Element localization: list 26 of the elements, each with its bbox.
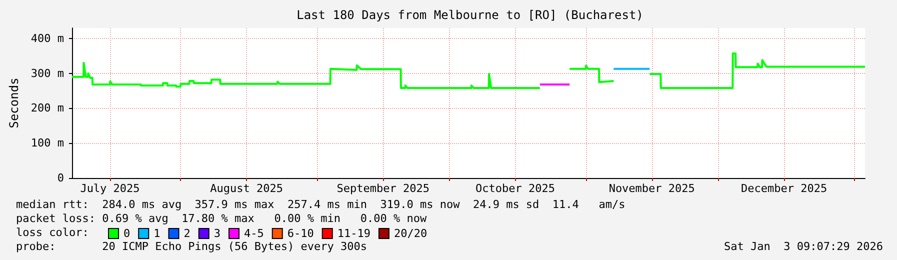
legend-label: 1 (154, 227, 160, 240)
x-tick-label: November 2025 (608, 182, 695, 195)
text: median rtt: 284.0 ms avg 357.9 ms max 257.4 ms min 319.0 ms now 24.9 ms sd 11.4 am/s (16, 198, 626, 211)
legend-label: 6-10 (287, 227, 314, 240)
text: probe: 20 ICMP Echo Pings (56 Bytes) every 300s (16, 240, 367, 253)
legend-label: 20/20 (394, 227, 428, 240)
y-tick-label: 400 m (30, 32, 64, 45)
y-tick-label: 0 (57, 172, 64, 184)
y-axis-title: Seconds (7, 78, 21, 128)
legend-label: 0 (124, 227, 130, 240)
text: Sat Jan 3 09:07:29 2026 (724, 240, 884, 253)
chart-title: Last 180 Days from Melbourne to [RO] (Bucharest) (296, 8, 644, 22)
legend-label: 4-5 (244, 227, 264, 240)
x-tick-label: September 2025 (336, 182, 430, 195)
legend-label: 11-19 (337, 227, 370, 240)
y-tick-label: 200 m (30, 102, 64, 115)
legend-title: loss color: (16, 226, 89, 239)
legend-label: 3 (214, 227, 220, 240)
legend-label: 2 (184, 227, 190, 240)
y-tick-label: 300 m (30, 66, 64, 80)
y-tick-label: 100 m (30, 136, 64, 150)
x-tick-label: July 2025 (80, 182, 140, 195)
text: packet loss: 0.69 % avg 17.80 % max 0.00 % min 0.00 % now (16, 212, 427, 225)
x-tick-label: December 2025 (740, 182, 828, 195)
x-tick-label: October 2025 (476, 182, 556, 195)
x-tick-label: August 2025 (210, 182, 283, 195)
